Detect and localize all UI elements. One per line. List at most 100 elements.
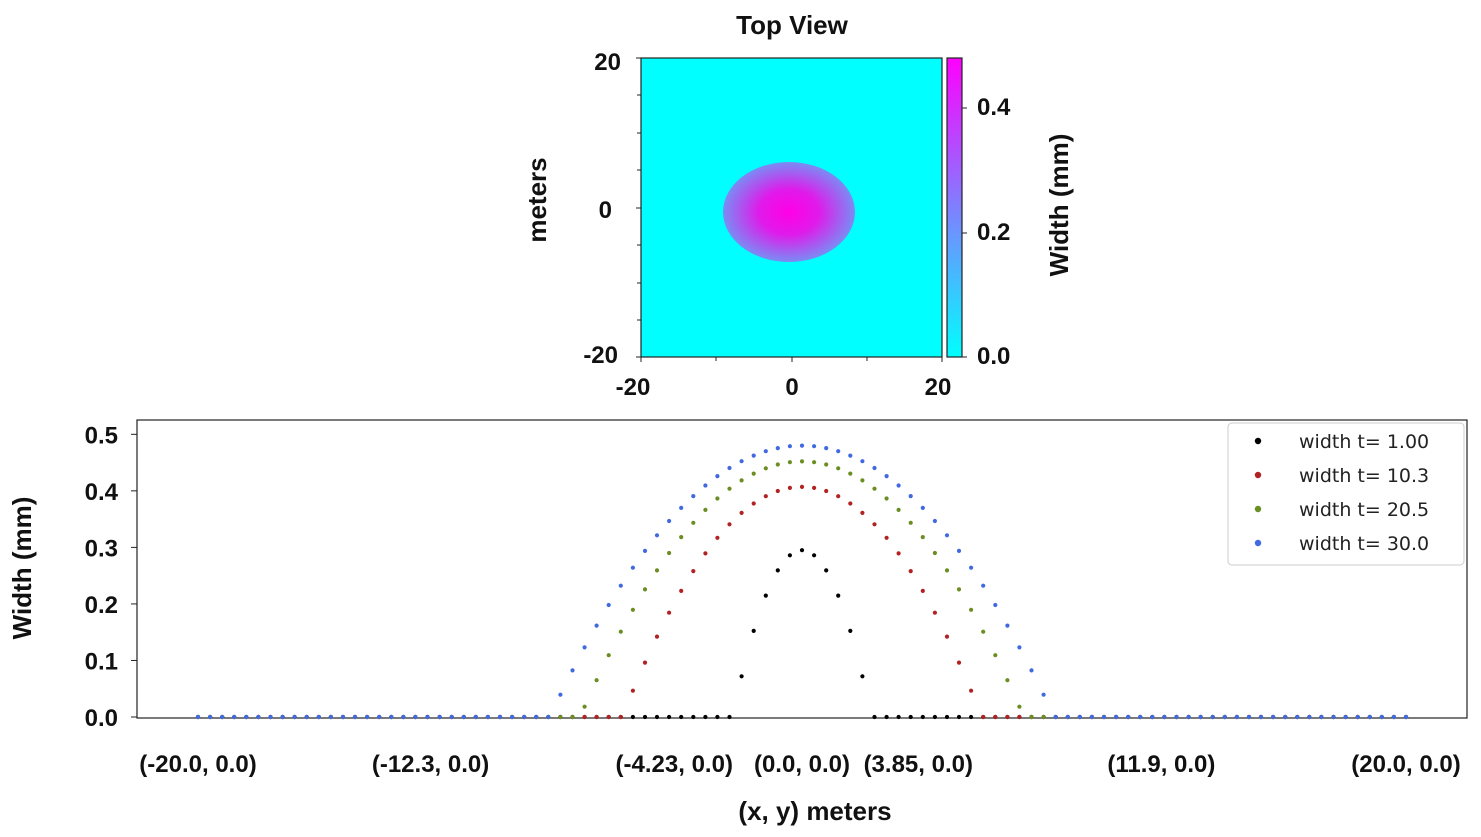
data-point [1343,714,1348,720]
data-point [715,474,720,479]
data-point [654,533,660,538]
colorbar-tick-label: 0.2 [977,219,1010,246]
legend-label: width t= 30.0 [1299,533,1429,555]
data-point [1391,714,1396,720]
data-point [1101,714,1107,720]
legend-label: width t= 10.3 [1299,465,1429,487]
data-point [232,714,237,720]
data-point [944,714,950,720]
data-point [546,714,551,720]
data-point [969,607,974,612]
data-point [195,714,201,720]
data-point [1150,714,1155,720]
data-point [884,714,889,720]
data-point [715,535,720,540]
data-point [1403,714,1409,720]
data-point [691,520,696,525]
data-point [654,634,660,639]
data-point [352,714,358,720]
data-point [872,714,877,720]
data-point [509,714,515,720]
y-tick-label: 0.1 [85,648,118,675]
data-point [1246,714,1252,720]
data-point [920,505,925,510]
heatmap-spot [723,162,855,262]
data-point [956,660,962,665]
data-point [1258,714,1264,720]
data-point [775,446,780,451]
scatter-points [195,443,1409,720]
data-point [582,704,587,709]
x-tick-label: (0.0, 0.0) [754,751,850,778]
data-point [751,501,756,506]
data-point [667,610,672,615]
data-point [1077,714,1082,720]
data-point [1379,714,1384,720]
data-point [220,714,225,720]
data-point [558,714,563,720]
data-point [848,501,853,506]
data-point [1210,714,1215,720]
data-point [981,629,986,634]
data-point [679,505,684,510]
data-point [1005,623,1010,628]
data-point [884,535,889,540]
data-point [993,653,998,658]
legend-label: width t= 1.00 [1299,431,1429,453]
data-point [449,714,454,720]
data-point [328,714,333,720]
data-point [642,548,648,554]
data-point [751,453,756,458]
colorbar-tick-label: 0.4 [977,94,1011,121]
data-point [642,714,648,720]
data-point [1089,714,1094,720]
data-point [944,533,950,538]
data-point [775,462,780,467]
data-point [497,714,503,720]
scatter-x-ticks: (-20.0, 0.0) (-12.3, 0.0) (-4.23, 0.0) (0.0… [139,751,1460,778]
data-point [703,714,708,720]
data-point [425,714,430,720]
data-point [1283,714,1288,720]
data-point [993,714,998,720]
data-point [908,714,913,720]
scatter-x-axis-label: (x, y) meters [738,796,891,826]
data-point [860,459,865,464]
data-point [606,714,611,720]
x-tick-label: (-12.3, 0.0) [372,751,489,778]
data-point [1041,714,1046,720]
x-tick-label: (-20.0, 0.0) [139,751,256,778]
data-point [860,674,865,679]
data-point [848,471,853,476]
legend-marker [1254,539,1262,547]
y-tick-label: 0.4 [85,479,119,506]
data-point [667,714,672,720]
data-point [618,583,623,588]
data-point [932,550,938,556]
data-point [304,714,309,720]
scatter-y-axis-label: Width (mm) [7,497,37,640]
data-point [630,565,636,570]
data-point [1174,714,1179,720]
x-tick-label: 20 [925,374,952,401]
data-point [739,459,744,464]
data-point [836,494,841,499]
data-point [630,607,636,612]
data-point [812,485,817,490]
data-point [896,507,901,512]
data-point [872,465,877,471]
data-point [1005,714,1010,720]
data-point [703,483,708,488]
data-point [763,593,768,598]
data-point [969,565,974,570]
data-point [1041,692,1046,697]
data-point [1005,678,1010,683]
data-point [570,668,575,673]
data-point [461,714,466,720]
data-point [799,443,805,448]
legend-label: width t= 20.5 [1299,499,1429,521]
data-point [799,548,805,553]
data-point [787,485,793,490]
data-point [1234,714,1239,720]
